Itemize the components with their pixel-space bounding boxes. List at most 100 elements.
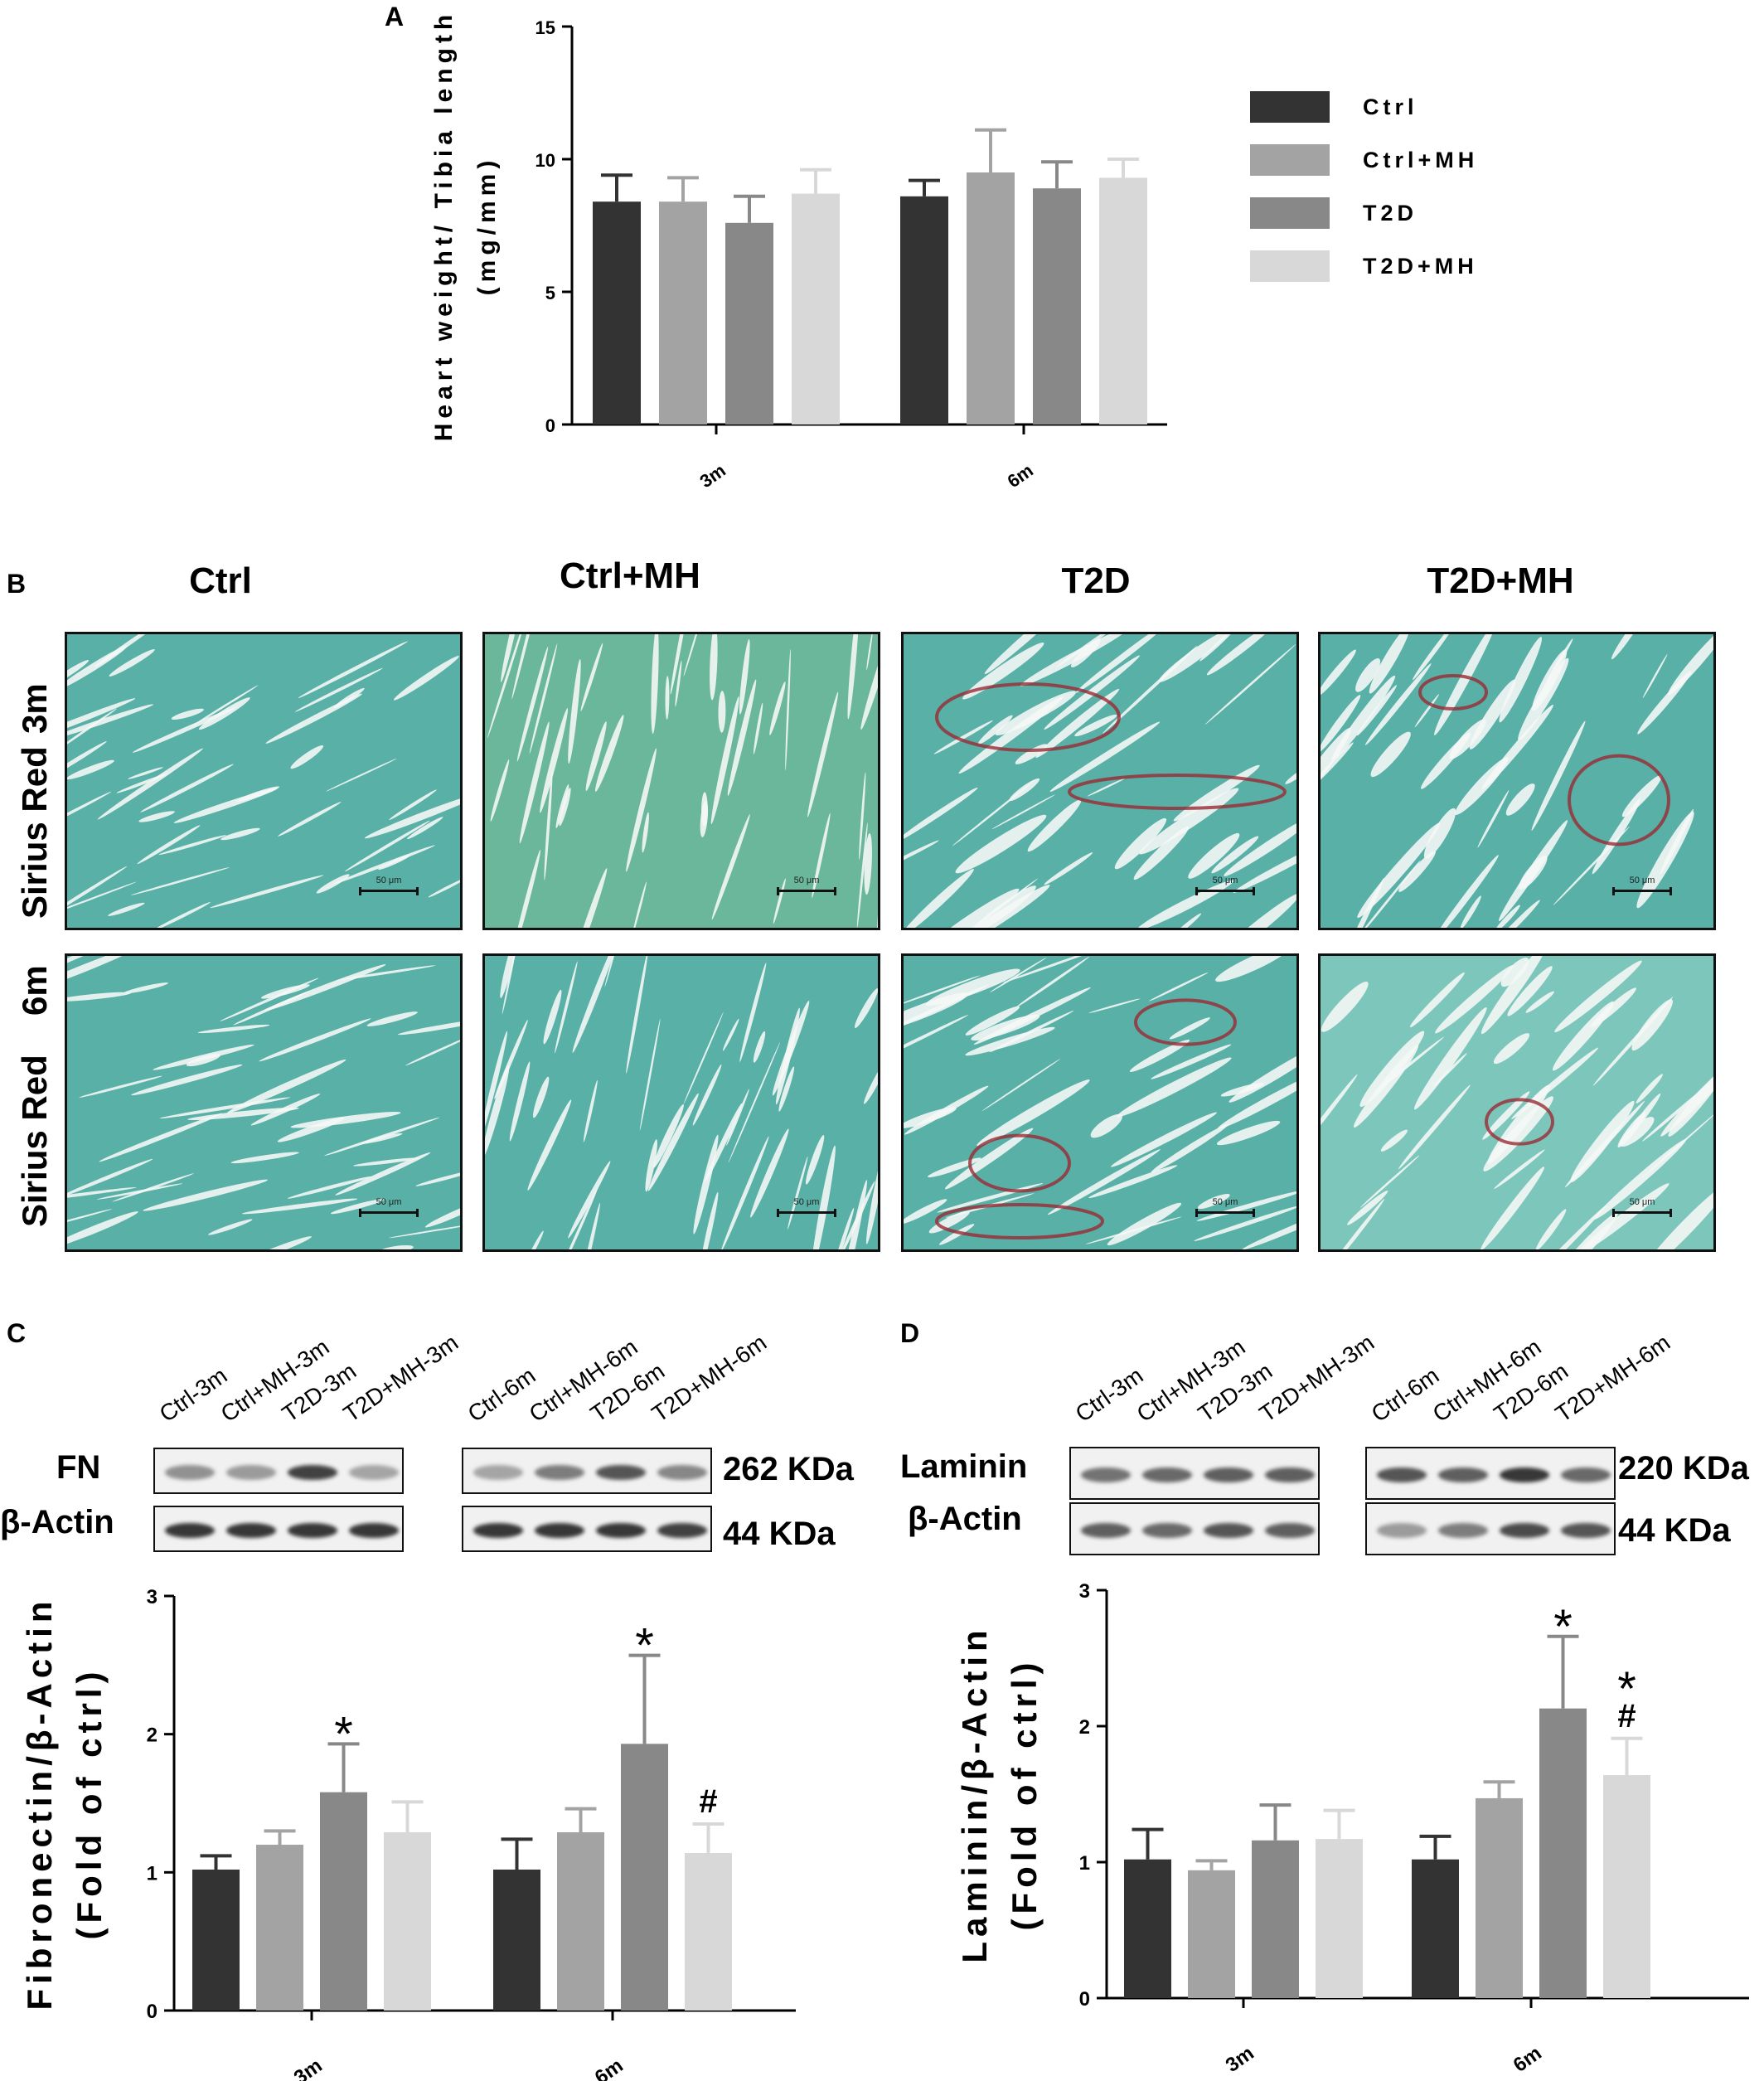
tissue-cleft: [1611, 634, 1645, 660]
tissue-cleft: [595, 715, 624, 792]
scale-bar: 50 μm: [777, 876, 836, 895]
tissue-cleft: [645, 1139, 657, 1192]
tissue-background: [485, 956, 878, 1249]
micrograph-3m-ctrl: [65, 632, 463, 930]
bar-ctrl-mh-3m: [256, 1845, 303, 2011]
tissue-cleft: [67, 992, 132, 1002]
tissue-cleft: [1477, 790, 1510, 848]
tissue-cleft: [864, 832, 872, 895]
tissue-cleft: [710, 634, 718, 701]
tissue-cleft: [1321, 981, 1369, 1032]
tissue-image: [1321, 634, 1713, 928]
tissue-cleft: [1356, 685, 1397, 736]
tissue-cleft: [67, 660, 89, 686]
tissue-cleft: [925, 968, 1020, 1007]
tissue-cleft: [778, 1066, 795, 1112]
blot-band: [1438, 1523, 1488, 1538]
tissue-cleft: [904, 869, 974, 928]
blot-band: [288, 1523, 337, 1538]
tissue-cleft: [570, 868, 608, 928]
tissue-cleft: [344, 820, 430, 872]
tissue-cleft: [67, 1211, 138, 1249]
tissue-cleft: [859, 772, 866, 861]
tissue-cleft: [389, 789, 437, 821]
tissue-cleft: [393, 656, 459, 701]
tissue-cleft: [1372, 1036, 1444, 1095]
y-tick-label: 1: [1079, 1852, 1090, 1875]
tissue-cleft: [1197, 1193, 1230, 1210]
blot-band: [1500, 1523, 1549, 1538]
tissue-cleft: [1354, 1045, 1419, 1128]
blot-band: [1561, 1467, 1611, 1482]
tissue-cleft: [502, 956, 517, 1015]
tissue-cleft: [140, 764, 234, 813]
tissue-cleft: [1133, 826, 1190, 880]
micrograph-3m-t2d: [901, 632, 1299, 930]
tissue-cleft: [866, 634, 873, 671]
tissue-cleft: [1592, 997, 1674, 1086]
tissue-cleft: [226, 1059, 346, 1113]
legend-item-ctrl-mh: Ctrl+MH: [1250, 144, 1478, 176]
blot-band: [596, 1523, 646, 1538]
tissue-cleft: [807, 691, 839, 817]
tissue-cleft: [1531, 720, 1586, 831]
tissue-cleft: [753, 702, 763, 754]
tissue-cleft: [198, 697, 250, 730]
tissue-cleft: [683, 1011, 724, 1104]
tissue-cleft: [1326, 1198, 1385, 1249]
tissue-cleft: [904, 840, 939, 875]
tissue-cleft: [944, 1128, 1034, 1190]
blot-band: [1265, 1467, 1315, 1482]
collagen-stain: [1134, 998, 1237, 1046]
tissue-cleft: [1194, 1205, 1296, 1241]
tissue-cleft: [639, 1018, 661, 1131]
tissue-cleft: [171, 708, 204, 720]
tissue-cleft: [727, 679, 757, 796]
collagen-stain: [1485, 1098, 1554, 1146]
tissue-cleft: [1631, 999, 1673, 1051]
tissue-cleft: [1321, 695, 1361, 753]
tissue-cleft: [984, 634, 1073, 675]
micrograph-6m-ctrl-mh: [482, 953, 880, 1252]
tissue-cleft: [108, 902, 145, 916]
tissue-cleft: [805, 1134, 825, 1185]
tissue-cleft: [1640, 1112, 1713, 1180]
tissue-cleft: [1414, 694, 1440, 728]
blot-band: [535, 1465, 584, 1480]
scale-bar-label: 50 μm: [376, 876, 402, 885]
tissue-cleft: [675, 660, 682, 707]
histology-row-time-3m: 3m: [15, 683, 54, 734]
tissue-cleft: [952, 779, 1037, 846]
tissue-cleft: [128, 767, 163, 779]
y-axis-subtitle: (Fold of ctrl): [70, 1667, 109, 1940]
tissue-cleft: [1499, 637, 1543, 723]
blot-band: [596, 1465, 646, 1480]
tissue-cleft: [485, 1031, 508, 1136]
tissue-cleft: [1433, 855, 1499, 928]
tissue-cleft: [1216, 1120, 1281, 1146]
tissue-cleft: [1469, 679, 1516, 749]
tissue-cleft: [1494, 905, 1520, 928]
tissue-cleft: [487, 634, 528, 738]
tissue-cleft: [1136, 880, 1234, 928]
bar-ctrl-3m: [1124, 1859, 1171, 1998]
tissue-cleft: [138, 811, 175, 822]
tissue-cleft: [67, 791, 112, 835]
loading-control-label: β-Actin: [0, 1504, 114, 1540]
tissue-cleft: [1217, 1070, 1296, 1129]
bar-t2d-3m: [320, 1792, 367, 2011]
tissue-cleft: [750, 1128, 789, 1218]
tissue-cleft: [1169, 1017, 1210, 1040]
tissue-cleft: [1114, 817, 1167, 870]
tissue-cleft: [1151, 1044, 1232, 1079]
tissue-cleft: [839, 1181, 875, 1249]
blot-band: [1142, 1467, 1192, 1482]
lane-label: Ctrl-6m: [463, 1362, 540, 1428]
tissue-cleft: [158, 835, 226, 856]
tissue-cleft: [769, 682, 786, 735]
histology-column-t2d-mh: T2D+MH: [1427, 560, 1574, 601]
tissue-cleft: [1435, 965, 1514, 1034]
tissue-cleft: [1087, 778, 1126, 797]
tissue-cleft: [1642, 653, 1668, 699]
tissue-cleft: [324, 1117, 440, 1157]
